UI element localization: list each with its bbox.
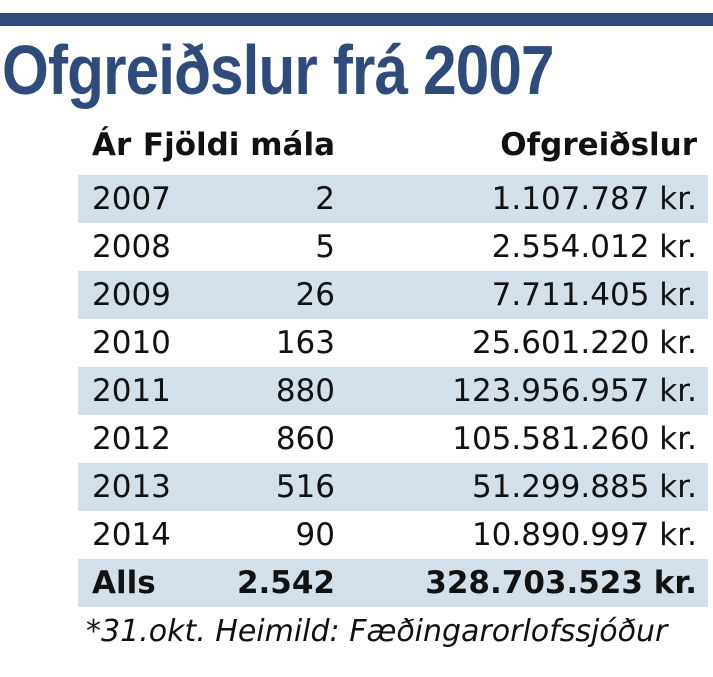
cell: 2008 — [92, 229, 171, 265]
total-row: Alls 2.542 328.703.523 kr. — [78, 559, 708, 607]
cell: 2014 — [92, 517, 171, 553]
cell: 2010 — [92, 325, 171, 361]
cell: 2007 — [92, 181, 171, 217]
header-row: Ár Fjöldi mála Ofgreiðslur — [78, 121, 708, 169]
cell: 860 — [275, 421, 335, 457]
cell: 123.956.957 kr. — [452, 373, 697, 409]
cell: 10.890.997 kr. — [471, 517, 697, 553]
cell: Ofgreiðslur — [500, 127, 697, 163]
footnote: *31.okt. Heimild: Fæðingarorlofssjóður — [86, 614, 668, 649]
cell: 5 — [315, 229, 335, 265]
data-row: 2011 880 123.956.957 kr. — [78, 367, 708, 415]
cell: 25.601.220 kr. — [471, 325, 697, 361]
data-row: 2014 90 10.890.997 kr. — [78, 511, 708, 559]
cell: 2.554.012 kr. — [491, 229, 697, 265]
cell: 2013 — [92, 469, 171, 505]
cell: 2011 — [92, 373, 171, 409]
cell: Alls — [92, 565, 156, 601]
cell: 163 — [275, 325, 335, 361]
cell: 2009 — [92, 277, 171, 313]
cell: 516 — [275, 469, 335, 505]
data-row: 2010 163 25.601.220 kr. — [78, 319, 708, 367]
data-row: 2012 860 105.581.260 kr. — [78, 415, 708, 463]
cell: Fjöldi mála — [142, 127, 335, 163]
cell: 880 — [275, 373, 335, 409]
cell: 7.711.405 kr. — [491, 277, 697, 313]
cell: 105.581.260 kr. — [452, 421, 697, 457]
cell: 51.299.885 kr. — [471, 469, 697, 505]
cell: 90 — [295, 517, 335, 553]
data-row: 2008 5 2.554.012 kr. — [78, 223, 708, 271]
data-row: 2007 2 1.107.787 kr. — [78, 175, 708, 223]
title: Ofgreiðslur frá 2007 — [2, 31, 554, 109]
cell: 2.542 — [236, 565, 335, 601]
data-row: 2009 26 7.711.405 kr. — [78, 271, 708, 319]
cell: 26 — [295, 277, 335, 313]
cell: Ár — [92, 127, 132, 163]
cell: 2 — [315, 181, 335, 217]
cell: 328.703.523 kr. — [425, 565, 697, 601]
top-bar — [0, 13, 713, 26]
cell: 1.107.787 kr. — [491, 181, 697, 217]
data-row: 2013 516 51.299.885 kr. — [78, 463, 708, 511]
cell: 2012 — [92, 421, 171, 457]
